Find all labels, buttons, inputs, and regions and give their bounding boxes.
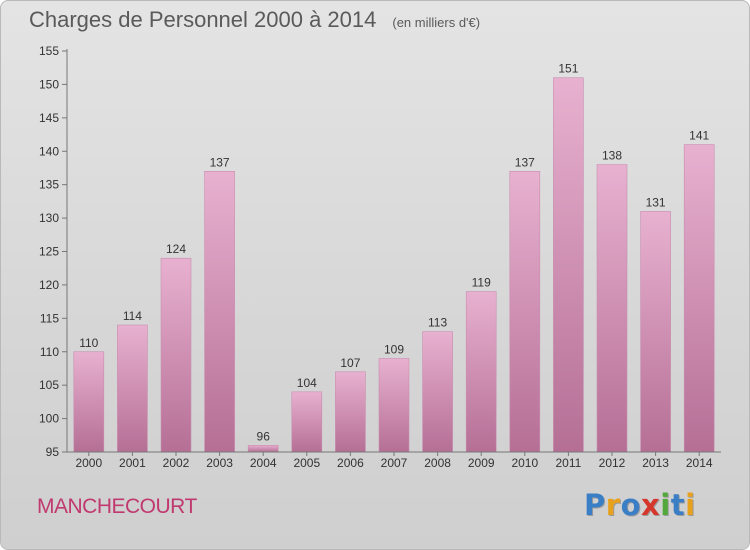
y-tick-label: 115 xyxy=(40,311,59,325)
bar-2008 xyxy=(422,331,453,453)
y-tick-label: 120 xyxy=(39,278,59,292)
bar-value-label: 124 xyxy=(166,242,186,256)
bar-2006 xyxy=(335,371,366,453)
y-tick-label: 135 xyxy=(39,178,59,192)
x-tick-label: 2008 xyxy=(424,456,451,470)
x-tick-label: 2012 xyxy=(599,456,626,470)
proxiti-logo: Proxiti xyxy=(584,488,696,522)
chart-subtitle: (en milliers d'€) xyxy=(392,15,481,30)
bar-value-label: 96 xyxy=(257,429,271,443)
bar-2005 xyxy=(291,391,323,453)
x-tick-label: 2007 xyxy=(381,456,408,470)
logo-letter: o xyxy=(620,488,642,522)
bars: 110 114 124 137 96 104 107 109 113 119 137 151 138 13… xyxy=(73,62,715,453)
bar-2001 xyxy=(117,324,148,453)
y-tick-label: 100 xyxy=(39,412,59,426)
bar-value-label: 119 xyxy=(472,276,491,290)
x-tick-label: 2006 xyxy=(337,456,364,470)
x-tick-label: 2013 xyxy=(642,456,669,470)
city-name: MANCHECOURT xyxy=(37,495,197,518)
bar-value-label: 138 xyxy=(602,149,622,163)
x-tick-label: 2001 xyxy=(119,456,146,470)
logo-letter: x xyxy=(641,488,661,522)
bar-2010 xyxy=(509,171,541,453)
y-tick-label: 150 xyxy=(39,77,59,91)
y-axis: 95 100 105 110 115 120 125 130 135 140 145 150 155 xyxy=(39,44,68,459)
bar-2012 xyxy=(596,164,628,453)
chart-title: Charges de Personnel 2000 à 2014 (en mill… xyxy=(29,7,480,33)
y-tick-label: 140 xyxy=(39,144,59,158)
bar-value-label: 151 xyxy=(558,62,578,76)
bar-2002 xyxy=(160,257,192,453)
bar-2004 xyxy=(247,445,279,453)
y-tick-label: 130 xyxy=(39,211,59,225)
logo-letter: i xyxy=(685,488,696,522)
bar-value-label: 141 xyxy=(689,129,709,143)
chart-title-text: Charges de Personnel 2000 à 2014 xyxy=(29,7,377,32)
logo-letter: i xyxy=(660,488,671,522)
x-tick-label: 2003 xyxy=(206,456,233,470)
logo-letter: t xyxy=(670,488,686,522)
y-tick-label: 155 xyxy=(39,44,59,58)
y-tick-label: 110 xyxy=(40,345,59,359)
bar-value-label: 110 xyxy=(79,336,98,350)
bar-2009 xyxy=(465,291,497,453)
bar-2013 xyxy=(640,211,671,453)
y-tick-label: 95 xyxy=(46,445,60,459)
bar-2011 xyxy=(553,77,584,453)
bar-2014 xyxy=(683,144,715,453)
bar-2003 xyxy=(204,171,235,453)
bar-value-label: 114 xyxy=(123,309,142,323)
y-tick-label: 145 xyxy=(39,111,59,125)
x-tick-label: 2011 xyxy=(555,456,581,470)
x-tick-label: 2000 xyxy=(75,456,102,470)
bar-value-label: 104 xyxy=(297,376,317,390)
bar-value-label: 107 xyxy=(340,356,360,370)
y-tick-label: 125 xyxy=(39,245,59,259)
x-tick-label: 2005 xyxy=(293,456,320,470)
x-tick-label: 2004 xyxy=(250,456,277,470)
x-axis: 2000 2001 2002 2003 2004 2005 2006 2007 2008 2009… xyxy=(67,451,721,470)
x-tick-label: 2009 xyxy=(468,456,495,470)
bar-2000 xyxy=(73,351,105,453)
bar-value-label: 113 xyxy=(428,316,447,330)
x-tick-label: 2002 xyxy=(163,456,190,470)
x-tick-label: 2010 xyxy=(511,456,538,470)
x-tick-label: 2014 xyxy=(686,456,713,470)
bar-value-label: 137 xyxy=(515,155,535,169)
logo-letter: P xyxy=(584,488,606,522)
bar-value-label: 131 xyxy=(646,195,666,209)
bar-2007 xyxy=(378,358,410,453)
bar-value-label: 137 xyxy=(210,155,230,169)
y-tick-label: 105 xyxy=(39,378,59,392)
logo-letter: r xyxy=(605,488,621,522)
bar-value-label: 109 xyxy=(384,342,404,356)
